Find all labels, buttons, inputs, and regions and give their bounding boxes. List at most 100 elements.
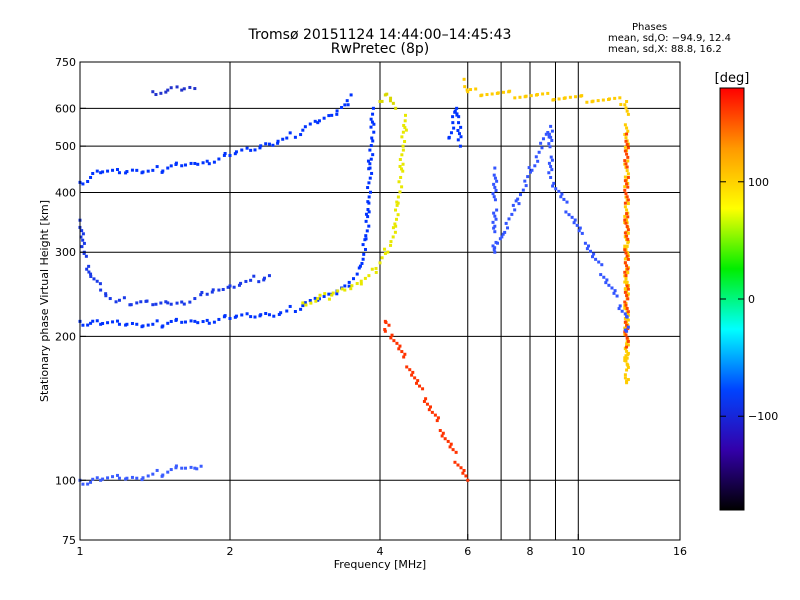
data-point: [86, 180, 90, 184]
data-point: [82, 241, 86, 245]
y-tick-label: 400: [55, 186, 76, 199]
data-point: [151, 168, 155, 172]
data-point: [349, 287, 353, 291]
data-point: [604, 281, 608, 285]
data-point: [550, 158, 554, 162]
data-point: [398, 158, 402, 162]
data-point: [580, 231, 584, 235]
data-point: [493, 185, 497, 189]
data-point: [359, 282, 363, 286]
data-point: [180, 164, 184, 168]
data-point: [299, 133, 303, 137]
data-point: [398, 190, 402, 194]
data-point: [625, 264, 629, 268]
data-point: [335, 112, 339, 116]
data-point: [125, 476, 129, 480]
data-point: [115, 473, 119, 477]
y-tick-label: 75: [62, 534, 76, 547]
data-point: [117, 298, 121, 302]
data-point: [257, 280, 261, 284]
data-point: [264, 311, 268, 315]
data-point: [563, 96, 567, 100]
data-point: [180, 320, 184, 324]
data-point: [89, 175, 93, 179]
data-point: [174, 466, 178, 470]
data-point: [135, 168, 139, 172]
data-point: [210, 290, 214, 294]
data-point: [402, 355, 406, 359]
data-point: [364, 212, 368, 216]
data-point: [623, 287, 627, 291]
data-point: [612, 291, 616, 295]
data-point: [495, 179, 499, 183]
data-point: [101, 321, 105, 325]
data-point: [369, 144, 373, 148]
data-point: [166, 88, 170, 92]
data-point: [610, 286, 614, 290]
data-point: [205, 159, 209, 163]
data-point: [366, 186, 370, 190]
data-point: [625, 109, 629, 113]
data-point: [364, 234, 368, 238]
data-point: [99, 171, 103, 175]
data-point: [244, 279, 248, 283]
data-point: [223, 314, 227, 318]
data-point: [425, 402, 429, 406]
data-point: [95, 279, 99, 283]
data-point: [384, 321, 388, 325]
data-point: [493, 214, 497, 218]
data-point: [559, 195, 563, 199]
data-point: [623, 270, 627, 274]
data-point: [253, 148, 257, 152]
data-point: [117, 171, 121, 175]
x-tick-label: 16: [673, 545, 687, 558]
data-point: [625, 244, 629, 248]
data-point: [485, 93, 489, 97]
data-point: [438, 429, 442, 433]
data-point: [343, 284, 347, 288]
data-point: [453, 460, 457, 464]
data-point: [272, 314, 276, 318]
x-tick-label: 10: [571, 545, 585, 558]
data-point: [86, 482, 90, 486]
data-point: [625, 234, 629, 238]
data-point: [492, 226, 496, 230]
data-point: [626, 175, 630, 179]
data-point: [507, 217, 511, 221]
data-point: [355, 272, 359, 276]
data-point: [89, 272, 93, 276]
data-point: [401, 169, 405, 173]
data-point: [574, 95, 578, 99]
data-point: [193, 319, 197, 323]
data-point: [345, 99, 349, 103]
data-point: [623, 290, 627, 294]
data-point: [180, 466, 184, 470]
data-point: [623, 356, 627, 360]
data-point: [89, 480, 93, 484]
data-point: [368, 166, 372, 170]
data-point: [368, 148, 372, 152]
data-point: [155, 468, 159, 472]
data-point: [217, 288, 221, 292]
data-point: [360, 261, 364, 265]
data-point: [572, 221, 576, 225]
data-point: [410, 373, 414, 377]
data-point: [491, 192, 495, 196]
data-point: [154, 302, 158, 306]
data-point: [155, 319, 159, 323]
data-point: [404, 128, 408, 132]
data-point: [370, 136, 374, 140]
data-point: [623, 201, 627, 205]
data-point: [427, 408, 431, 412]
data-point: [624, 106, 628, 110]
data-point: [625, 349, 629, 353]
data-point: [623, 103, 627, 107]
data-point: [390, 333, 394, 337]
data-point: [267, 142, 271, 146]
data-point: [169, 468, 173, 472]
data-point: [443, 437, 447, 441]
data-point: [355, 282, 359, 286]
data-point: [175, 85, 179, 89]
data-point: [565, 200, 569, 204]
data-point: [200, 290, 204, 294]
